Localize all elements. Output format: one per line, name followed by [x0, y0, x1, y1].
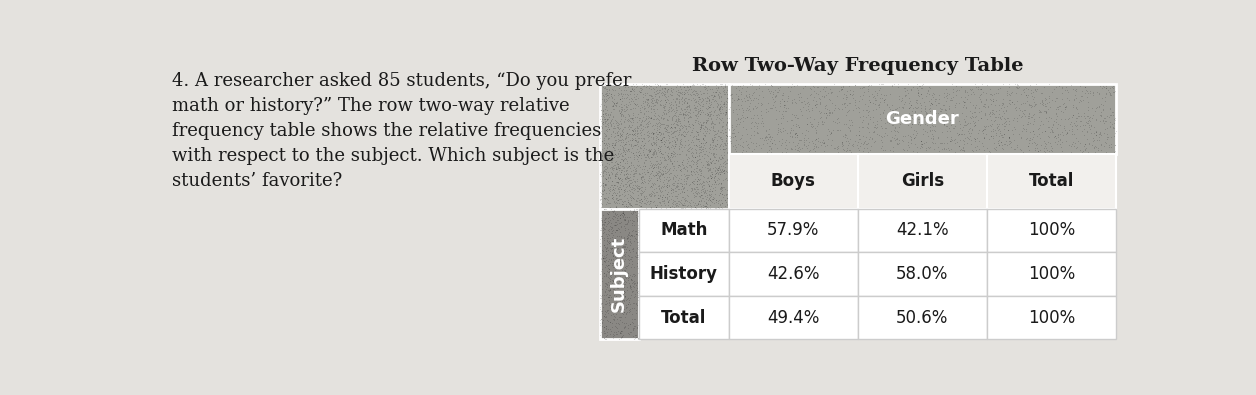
Bar: [638, 252, 728, 296]
Text: 100%: 100%: [1027, 308, 1075, 327]
Bar: [638, 296, 728, 339]
Text: Girls: Girls: [901, 172, 945, 190]
Text: 58.0%: 58.0%: [896, 265, 948, 283]
Text: 42.1%: 42.1%: [896, 221, 948, 239]
Text: 49.4%: 49.4%: [767, 308, 820, 327]
Text: 50.6%: 50.6%: [896, 308, 948, 327]
Text: Math: Math: [661, 221, 707, 239]
Text: 57.9%: 57.9%: [767, 221, 820, 239]
Text: 4. A researcher asked 85 students, “Do you prefer
math or history?” The row two-: 4. A researcher asked 85 students, “Do y…: [172, 72, 631, 190]
Text: 100%: 100%: [1027, 265, 1075, 283]
Text: Total: Total: [1029, 172, 1074, 190]
Text: 100%: 100%: [1027, 221, 1075, 239]
Text: Gender: Gender: [885, 110, 960, 128]
Text: Boys: Boys: [771, 172, 816, 190]
Text: History: History: [649, 265, 717, 283]
Bar: [638, 209, 728, 252]
Text: Total: Total: [661, 308, 706, 327]
Text: Subject: Subject: [610, 236, 628, 312]
Text: Row Two-Way Frequency Table: Row Two-Way Frequency Table: [692, 56, 1024, 75]
Bar: [600, 209, 638, 339]
Text: 42.6%: 42.6%: [767, 265, 820, 283]
